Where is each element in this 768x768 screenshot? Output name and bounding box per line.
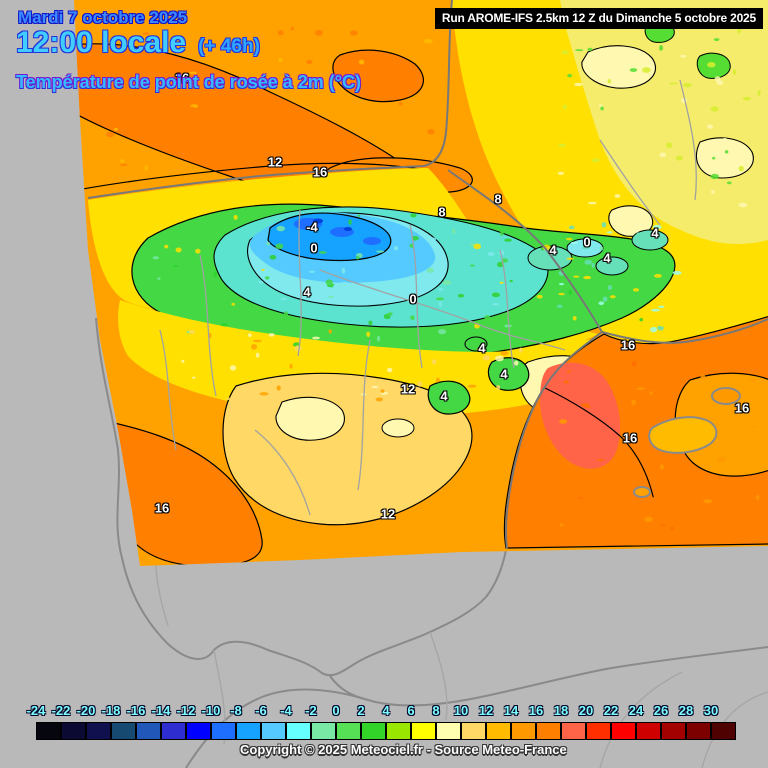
contour-label: 16 — [312, 164, 328, 180]
forecast-offset: (+ 46h) — [198, 36, 260, 57]
model-domain — [74, 0, 768, 566]
contour-label: 4 — [303, 284, 311, 300]
contour-label: 12 — [380, 506, 396, 522]
copyright-text: Copyright © 2025 Meteociel.fr - Source M… — [240, 742, 567, 757]
contour-label: 4 — [549, 242, 557, 258]
contour-label: 4 — [500, 366, 508, 382]
contour-label: 12 — [267, 154, 283, 170]
date-text: Mardi 7 octobre 2025 — [18, 8, 188, 27]
coastlines-inside-domain — [87, 0, 768, 550]
contour-label: 0 — [583, 234, 591, 250]
valid-time-text: 12:00 locale (+ 46h) — [16, 26, 260, 60]
contour-label: 8 — [438, 204, 446, 220]
time-value: 12:00 locale — [16, 26, 187, 59]
contour-label: 0 — [409, 291, 417, 307]
parameter-title: Température de point de rosée à 2m (°C) — [16, 72, 361, 92]
contour-label: 16 — [154, 500, 170, 516]
contour-label: 4 — [603, 250, 611, 266]
contour-label: 4 — [651, 225, 659, 241]
run-info-box: Run AROME-IFS 2.5km 12 Z du Dimanche 5 o… — [434, 8, 763, 29]
contour-label: -4 — [306, 219, 318, 235]
contour-label: 16 — [174, 70, 190, 86]
contour-label: 16 — [620, 337, 636, 353]
coastlines-outside-domain — [95, 317, 768, 768]
contour-label: 16 — [734, 400, 750, 416]
contour-label: 4 — [440, 388, 448, 404]
contour-label: 8 — [494, 191, 502, 207]
contour-label: 12 — [400, 381, 416, 397]
admin-borders-inside-domain — [159, 79, 697, 516]
contour-label: 0 — [310, 240, 318, 256]
texture-speckles — [106, 10, 761, 531]
contour-label: 16 — [622, 430, 638, 446]
contour-label: 4 — [478, 340, 486, 356]
